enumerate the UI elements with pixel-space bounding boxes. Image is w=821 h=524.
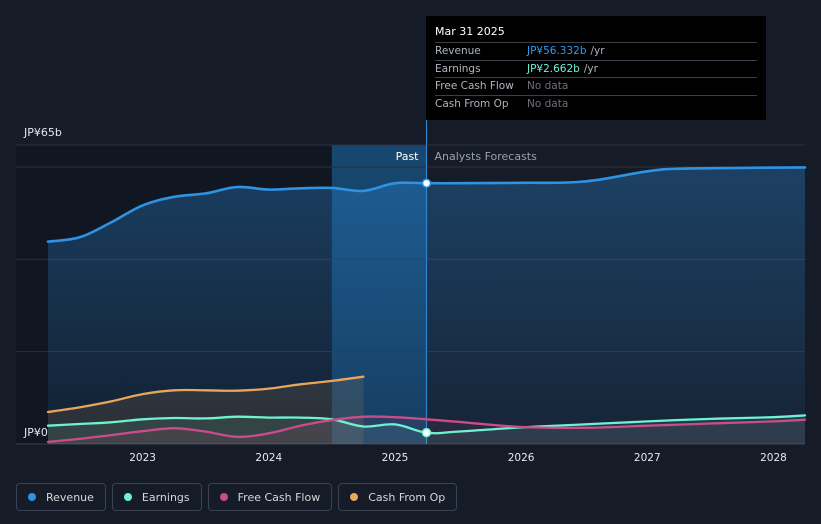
revenue-area (48, 167, 805, 444)
tooltip-row-cash-from-op: Cash From Op No data (435, 94, 757, 113)
tooltip-value: No data (527, 80, 569, 92)
legend-dot-icon (123, 493, 132, 501)
earnings-highlight-point (421, 427, 432, 438)
cash-from-op-area (48, 376, 364, 444)
x-tick-label: 2024 (255, 452, 282, 464)
tooltip-value: JP¥56.332b (527, 45, 587, 57)
tooltip-label: Revenue (435, 45, 481, 57)
legend-dot-icon (350, 493, 359, 501)
past-label: Past (396, 150, 420, 163)
y-axis-top-label: JP¥65b (24, 126, 62, 139)
tooltip-value: No data (527, 97, 569, 110)
legend-label: Free Cash Flow (237, 490, 321, 504)
revenue-highlight-point (421, 178, 432, 188)
tooltip-unit: /yr (583, 62, 598, 75)
tooltip-label: Cash From Op (435, 97, 509, 110)
tooltip-row-free-cash-flow: Free Cash Flow No data (435, 77, 757, 95)
revenue-line (46, 166, 807, 243)
tooltip-row-revenue: Revenue JP¥56.332b /yr (435, 42, 757, 60)
legend-item-revenue[interactable]: Revenue (16, 483, 106, 511)
tooltip: Mar 31 2025 Revenue JP¥56.332b /yr Earni… (426, 16, 766, 120)
legend-item-free-cash-flow[interactable]: Free Cash Flow (207, 483, 333, 511)
forecast-label: Analysts Forecasts (435, 150, 538, 163)
x-tick-label: 2027 (634, 452, 661, 464)
tooltip-date: Mar 31 2025 (435, 25, 505, 38)
legend-label: Revenue (46, 490, 94, 504)
tooltip-label: Free Cash Flow (435, 80, 514, 92)
tooltip-unit: /yr (590, 45, 605, 57)
tooltip-label: Earnings (435, 62, 481, 75)
earnings-line (46, 414, 807, 435)
legend: Revenue Earnings Free Cash Flow Cash Fro… (16, 483, 463, 511)
tooltip-value: JP¥2.662b (527, 62, 580, 75)
legend-item-cash-from-op[interactable]: Cash From Op (338, 483, 458, 511)
legend-dot-icon (219, 493, 228, 501)
x-tick-label: 2023 (129, 452, 156, 464)
x-tick-label: 2028 (760, 452, 787, 464)
legend-item-earnings[interactable]: Earnings (111, 483, 202, 511)
legend-dot-icon (28, 493, 36, 501)
y-axis-bottom-label: JP¥0 (24, 426, 48, 439)
legend-label: Cash From Op (368, 490, 446, 504)
free-cash-flow-line (46, 415, 807, 444)
x-tick-label: 2025 (382, 452, 409, 464)
x-tick-label: 2026 (508, 452, 535, 464)
cash-from-op-line (46, 375, 365, 414)
legend-label: Earnings (141, 490, 190, 504)
tooltip-row-earnings: Earnings JP¥2.662b /yr (435, 59, 757, 78)
